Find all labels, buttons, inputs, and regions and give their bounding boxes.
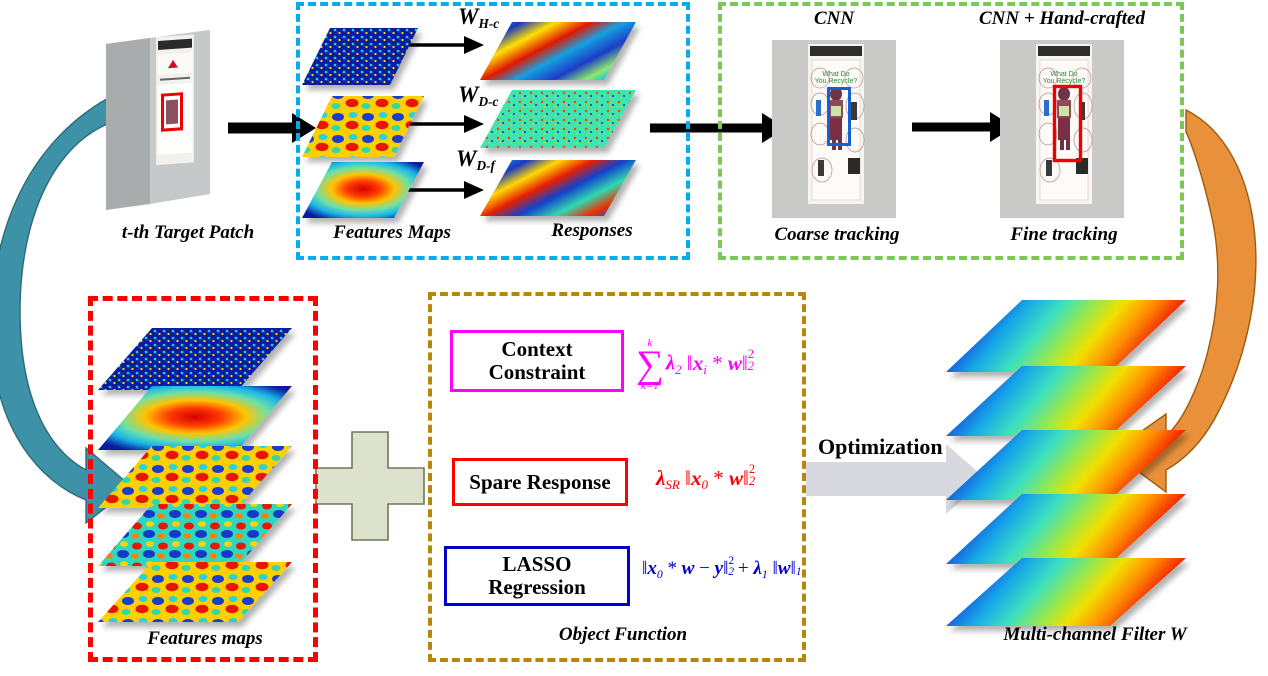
orange-feedback-arrow xyxy=(1110,108,1257,494)
multi-channel-filter-caption: Multi-channel Filter W xyxy=(1003,624,1187,645)
context-constraint-formula: k ∑ k=1 λ2 ‖xi * w‖ 2 2 xyxy=(636,337,755,392)
target-patch-photo xyxy=(106,30,210,210)
cnn-header: CNN xyxy=(813,8,855,29)
stacked-feature-map-3 xyxy=(98,446,292,508)
responses-caption: Responses xyxy=(551,220,633,241)
filter-plate-4 xyxy=(946,494,1186,564)
bottom-features-caption: Features maps xyxy=(147,628,263,649)
lasso-label-line1: LASSO xyxy=(502,552,572,577)
arrow-w-dc xyxy=(406,115,484,133)
weight-label-hc: WH-c xyxy=(458,4,500,31)
feature-map-plate-deep-coarse xyxy=(302,96,424,157)
spare-response-label: Spare Response xyxy=(469,469,611,494)
optimization-label: Optimization xyxy=(818,434,943,459)
stacked-feature-map-2 xyxy=(98,386,292,450)
feature-map-plate-hog xyxy=(302,28,418,85)
spare-response-formula: λSR ‖x0 * w‖ 2 2 xyxy=(656,462,756,493)
weight-label-dc: WD-c xyxy=(458,82,499,109)
fine-tracking-photo: What Do You Recycle? xyxy=(1000,40,1124,218)
coarse-tracking-caption: Coarse tracking xyxy=(774,224,900,245)
response-plate-3 xyxy=(480,160,636,216)
response-plate-2 xyxy=(480,90,636,148)
features-responses-region xyxy=(296,2,690,260)
svg-text:What Do: What Do xyxy=(1050,71,1077,78)
coarse-tracking-photo: What Do You Recycle? xyxy=(772,40,896,218)
tracking-region xyxy=(718,2,1184,260)
filter-plate-5 xyxy=(946,558,1186,626)
features-maps-caption: Features Maps xyxy=(333,222,451,243)
lasso-regression-box[interactable]: LASSO Regression xyxy=(444,546,630,606)
context-constraint-label-line2: Constraint xyxy=(488,360,586,384)
filter-plate-3 xyxy=(946,430,1186,500)
stacked-feature-map-1 xyxy=(98,328,292,390)
object-function-caption: Object Function xyxy=(558,624,688,645)
context-constraint-box[interactable]: Context Constraint xyxy=(450,330,624,392)
svg-text:You Recycle?: You Recycle? xyxy=(815,78,858,85)
svg-text:What Do: What Do xyxy=(822,71,849,78)
response-plate-1 xyxy=(480,22,636,80)
optimization-arrow xyxy=(806,444,986,514)
lasso-label-line2: Regression xyxy=(488,575,586,599)
object-function-region xyxy=(428,292,806,662)
weight-label-df: WD-f xyxy=(456,146,495,173)
target-patch-caption: t-th Target Patch xyxy=(121,222,255,243)
bottom-features-region xyxy=(88,296,318,662)
lasso-regression-formula: ‖x0 * w − y‖ 2 2 + λ1 ‖w‖ 1 xyxy=(642,555,802,581)
cnn-handcrafted-header: CNN + Hand-crafted xyxy=(979,8,1145,29)
context-constraint-label-line1: Context xyxy=(501,337,573,362)
stacked-feature-map-5 xyxy=(98,562,292,622)
arrow-w-hc xyxy=(406,36,484,54)
filter-plate-1 xyxy=(946,300,1186,372)
teal-feedback-arrow xyxy=(0,94,134,525)
fine-tracking-caption: Fine tracking xyxy=(1010,224,1118,245)
stacked-feature-map-4 xyxy=(98,504,292,566)
plus-icon xyxy=(315,431,425,541)
spare-response-box[interactable]: Spare Response xyxy=(452,458,628,506)
svg-text:You Recycle?: You Recycle? xyxy=(1043,78,1086,85)
filter-plate-2 xyxy=(946,366,1186,436)
feature-map-plate-deep-fine xyxy=(302,162,424,218)
arrow-w-df xyxy=(406,181,484,199)
